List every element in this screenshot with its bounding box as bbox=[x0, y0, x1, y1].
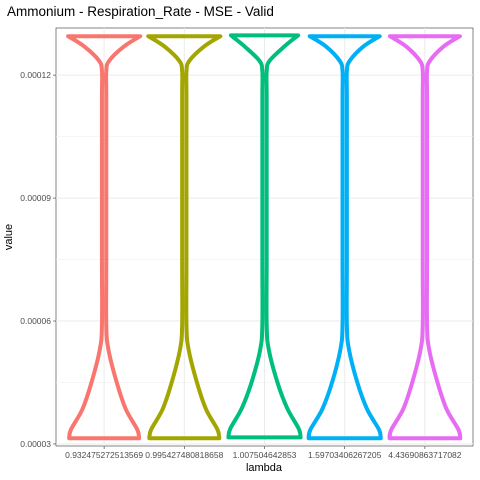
y-axis-title: value bbox=[3, 224, 15, 250]
x-tick-label: 1.59703406267205 bbox=[308, 450, 382, 460]
violins bbox=[66, 33, 463, 441]
grid-lines bbox=[56, 28, 473, 446]
violin-1 bbox=[66, 34, 143, 441]
y-tick-label: 0.00006 bbox=[20, 316, 51, 326]
violin-5 bbox=[387, 34, 463, 441]
y-tick-label: 0.00009 bbox=[20, 193, 51, 203]
violin-3 bbox=[226, 33, 303, 440]
x-tick-label: 1.007504642853 bbox=[233, 450, 297, 460]
x-axis-title: lambda bbox=[246, 462, 283, 474]
violin-2 bbox=[146, 34, 223, 441]
violin-4 bbox=[306, 34, 383, 441]
chart-title: Ammonium - Respiration_Rate - MSE - Vali… bbox=[7, 4, 274, 19]
x-tick-label: 0.995427480818658 bbox=[145, 450, 223, 460]
x-axis-ticks: 0.932475272513569 0.995427480818658 1.0075… bbox=[65, 446, 462, 460]
x-tick-label: 0.932475272513569 bbox=[65, 450, 143, 460]
x-tick-label: 4.43690863717082 bbox=[388, 450, 462, 460]
y-axis-ticks: 0.00003 0.00006 0.00009 0.00012 bbox=[20, 70, 56, 449]
y-tick-label: 0.00003 bbox=[20, 439, 51, 449]
y-tick-label: 0.00012 bbox=[20, 70, 51, 80]
